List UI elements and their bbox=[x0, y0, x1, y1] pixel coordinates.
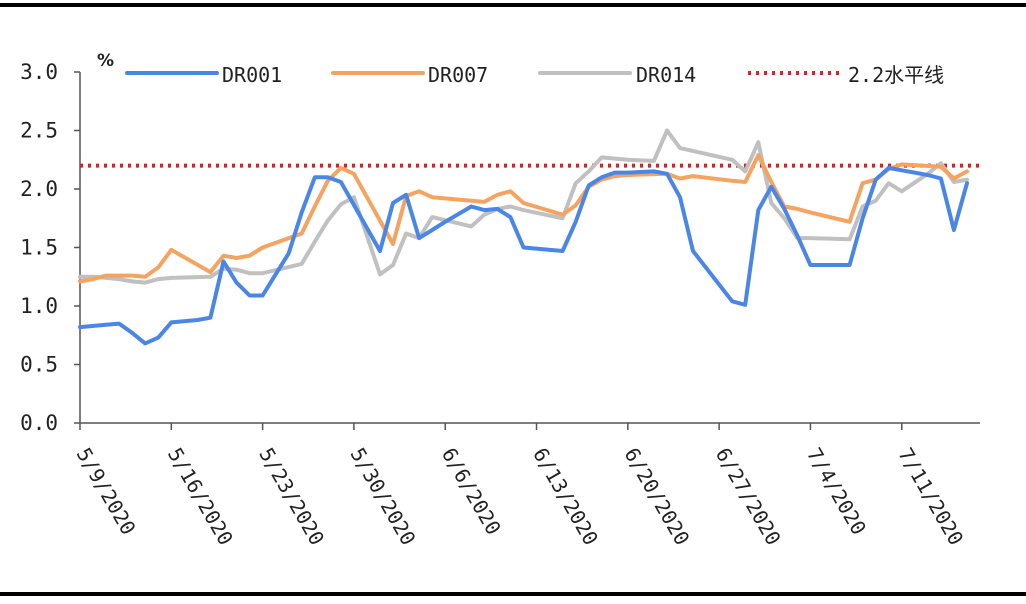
x-tick-label: 5/9/2020 bbox=[72, 444, 141, 539]
y-tick-label: 3.0 bbox=[20, 60, 58, 84]
x-tick-label: 5/16/2020 bbox=[163, 444, 238, 550]
y-tick-label: 1.5 bbox=[20, 236, 58, 260]
top-rule bbox=[0, 3, 1026, 7]
x-tick-label: 7/11/2020 bbox=[893, 444, 968, 550]
y-tick-label: 0.0 bbox=[20, 411, 58, 435]
series-line-dr014 bbox=[78, 128, 969, 285]
y-tick-label: 0.5 bbox=[20, 353, 58, 377]
x-tick-label: 6/27/2020 bbox=[711, 444, 786, 550]
legend-label-dr001: DR001 bbox=[222, 63, 282, 87]
x-tick-label: 6/20/2020 bbox=[619, 444, 694, 550]
series-layer bbox=[78, 128, 969, 346]
y-unit-label: % bbox=[97, 51, 114, 71]
legend-label-dr014: DR014 bbox=[636, 63, 696, 87]
x-tick-label: 6/6/2020 bbox=[437, 444, 506, 539]
series-line-dr001 bbox=[78, 165, 969, 346]
legend-label-dr007: DR007 bbox=[428, 63, 488, 87]
y-axis: 0.0 0.5 1.0 1.5 2.0 2.5 3.0% bbox=[20, 51, 114, 435]
bottom-rule bbox=[0, 592, 1026, 596]
legend-label-reference-line: 2.2水平线 bbox=[848, 63, 944, 87]
x-tick-label: 5/23/2020 bbox=[254, 444, 329, 550]
x-tick-label: 6/13/2020 bbox=[528, 444, 603, 550]
x-tick-label: 7/4/2020 bbox=[802, 444, 871, 539]
series-line-dr007 bbox=[78, 153, 969, 284]
x-axis: 5/9/2020 5/16/2020 5/23/2020 5/30/2020 6/6/2… bbox=[72, 422, 980, 550]
y-tick-label: 1.0 bbox=[20, 294, 58, 318]
y-tick-label: 2.5 bbox=[20, 119, 58, 143]
y-tick-label: 2.0 bbox=[20, 177, 58, 201]
legend: DR001 DR007 DR014 2.2水平线 bbox=[125, 63, 944, 87]
x-tick-label: 5/30/2020 bbox=[346, 444, 421, 550]
